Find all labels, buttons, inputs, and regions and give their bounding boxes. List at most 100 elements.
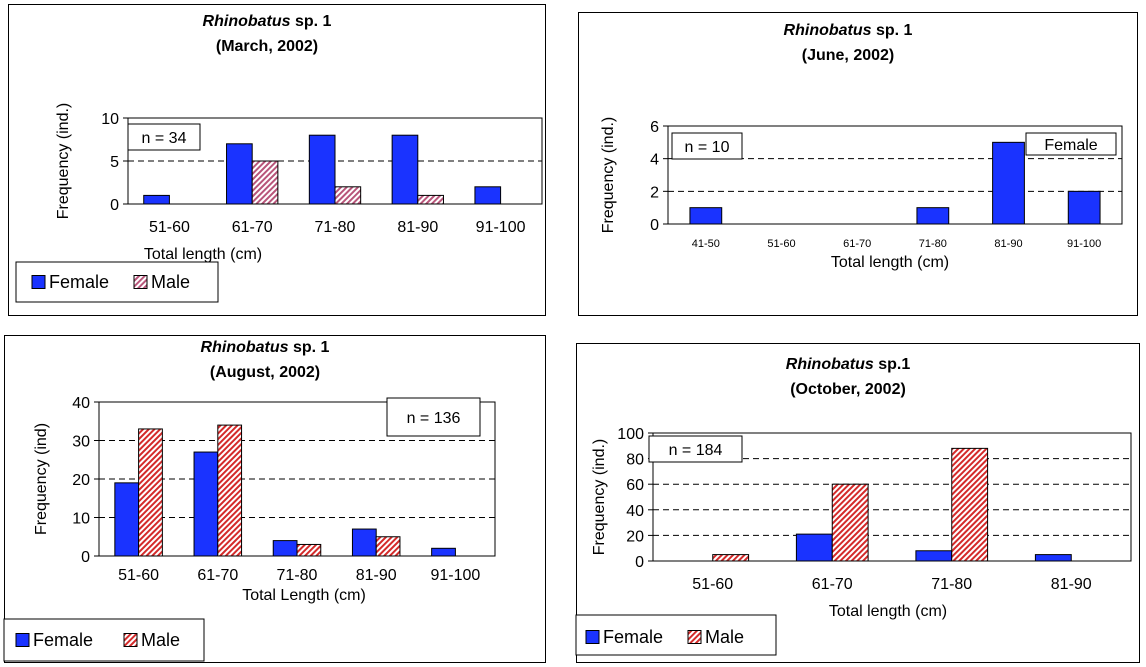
chart-subtitle: (August, 2002) [210,364,320,381]
bar-female [143,194,170,205]
x-tick-label: 61-70 [843,238,871,250]
chart-panel-june: Rhinobatus sp. 1 (June, 2002) 0 2 4 6 Frequenc… [578,12,1138,316]
x-tick-label: 71-80 [277,567,318,584]
bar-male [296,543,322,557]
bar-female [226,143,253,205]
y-axis-label: Frequency (ind.) [600,117,617,234]
bar-female [1034,554,1072,562]
y-tick-label: 100 [617,426,644,443]
chart-october: Rhinobatus sp.1 (October, 2002) 0 20 40 60 80 1… [575,343,1140,663]
bar-female [1067,190,1101,225]
sample-size-label: n = 136 [407,410,461,427]
y-tick-label: 0 [650,217,659,234]
x-tick-label: 81-90 [356,567,397,584]
legend-swatch-female [31,275,46,289]
legend-box [15,261,219,303]
sample-size-label: n = 34 [142,130,187,147]
y-tick-label: 0 [110,197,119,214]
sample-size-box [127,123,201,151]
legend-box [3,618,205,662]
x-tick-label: 51-60 [692,576,733,593]
legend-swatch-male [133,275,148,289]
chart-title: Rhinobatus sp. 1 [203,13,332,30]
x-tick-label: 51-60 [118,567,159,584]
y-tick-label: 0 [81,549,90,566]
x-tick-label: 71-80 [315,219,356,236]
sample-size-box [671,132,743,160]
x-tick-label: 61-70 [232,219,273,236]
y-tick-label: 60 [626,477,644,494]
chart-subtitle: (March, 2002) [216,38,318,55]
legend-label-male: Male [141,630,180,650]
sample-size-label: n = 10 [685,139,730,156]
chart-june: Rhinobatus sp. 1 (June, 2002) 0 2 4 6 Frequenc… [578,12,1138,316]
x-tick-label: 61-70 [812,576,853,593]
legend-swatch-female [15,633,30,647]
chart-title-italic: Rhinobatus [203,13,291,30]
x-tick-label: 91-100 [1067,238,1101,250]
x-tick-label: 71-80 [919,238,947,250]
y-tick-label: 30 [72,434,90,451]
bar-female [915,550,953,562]
x-axis-label: Total Length (cm) [242,587,366,604]
bar-male [417,194,444,205]
legend-label-female: Female [603,627,663,647]
bar-female [474,186,502,205]
x-tick-label: 91-100 [476,219,526,236]
bar-female [992,141,1025,225]
y-tick-label: 10 [101,111,119,128]
chart-panel-october: Rhinobatus sp.1 (October, 2002) 0 20 40 60 80 1… [575,343,1140,663]
chart-title-rest: sp. 1 [872,22,913,39]
bar-female [391,134,419,205]
chart-title-italic: Rhinobatus [786,356,874,373]
chart-title-italic: Rhinobatus [784,22,872,39]
y-tick-label: 40 [626,503,644,520]
x-tick-label: 41-50 [692,238,720,250]
bar-female [689,207,723,225]
bar-female [193,451,219,557]
sample-size-box [648,435,743,463]
y-tick-label: 2 [650,184,659,201]
x-tick-label: 81-90 [397,219,438,236]
legend-label-female: Female [33,630,93,650]
x-tick-label: 51-60 [767,238,795,250]
y-tick-label: 6 [650,119,659,136]
chart-title: Rhinobatus sp. 1 [201,339,330,356]
bar-male [951,447,989,562]
bar-male [334,186,362,205]
x-tick-label: 71-80 [931,576,972,593]
y-tick-label: 5 [110,154,119,171]
bar-female [114,482,140,557]
bar-male [251,160,279,205]
legend-label-male: Male [151,272,190,292]
chart-title-rest: sp.1 [874,356,911,373]
bar-female [351,528,377,557]
x-tick-label: 51-60 [149,219,190,236]
legend-label-female: Female [1044,137,1097,154]
sample-size-box [386,397,481,437]
x-tick-label: 81-90 [994,238,1022,250]
y-tick-label: 40 [72,395,90,412]
chart-march: Rhinobatus sp. 1 (March, 2002) 0 5 10 Frequen… [8,4,546,316]
legend-label-female: Female [49,272,109,292]
legend-swatch-male [687,630,702,644]
x-tick-label: 81-90 [1051,576,1092,593]
bar-female [916,207,950,225]
chart-title: Rhinobatus sp.1 [786,356,911,373]
bar-male [138,428,163,557]
x-axis-label: Total length (cm) [829,603,947,620]
y-tick-label: 80 [626,452,644,469]
bar-male [217,424,243,557]
chart-subtitle: (June, 2002) [802,47,894,64]
y-tick-label: 20 [72,472,90,489]
y-tick-label: 0 [635,554,644,571]
chart-subtitle: (October, 2002) [790,381,906,398]
x-axis-label: Total length (cm) [831,254,949,271]
chart-title-rest: sp. 1 [291,13,332,30]
chart-title-rest: sp. 1 [289,339,330,356]
chart-panel-august: Rhinobatus sp. 1 (August, 2002) 0 10 20 30 40 F… [3,335,546,663]
x-tick-label: 91-100 [430,567,480,584]
y-tick-label: 10 [72,511,90,528]
y-axis-label: Frequency (ind.) [591,439,608,556]
y-tick-label: 20 [626,528,644,545]
